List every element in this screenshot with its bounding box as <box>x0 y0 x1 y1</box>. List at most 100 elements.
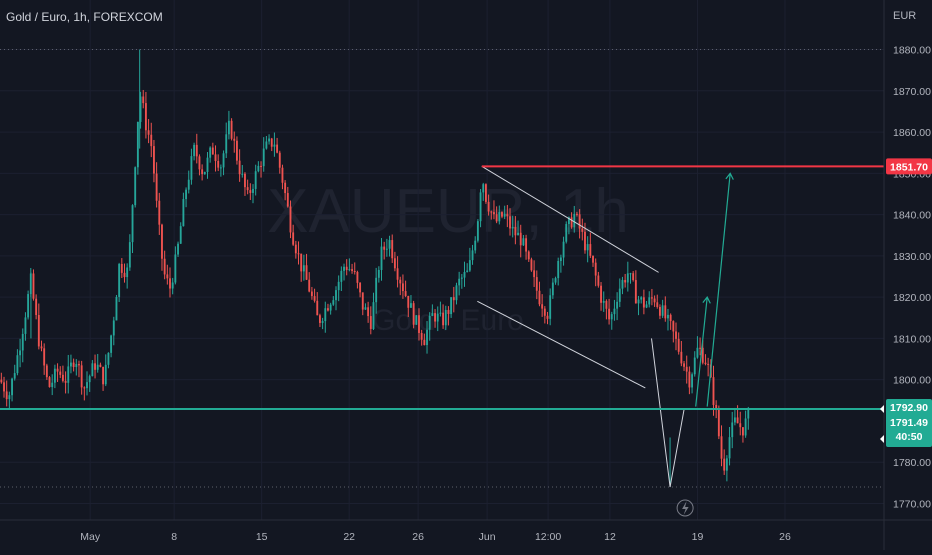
candle <box>664 296 667 322</box>
candle <box>380 238 383 281</box>
candle-body <box>40 346 43 349</box>
candle-body <box>549 295 552 319</box>
candle <box>450 297 453 318</box>
candle <box>340 266 343 291</box>
candle-body <box>380 246 383 270</box>
candle <box>136 121 139 175</box>
candle <box>463 261 466 287</box>
candle-body <box>177 243 179 255</box>
candle <box>351 263 353 274</box>
candle-body <box>747 409 750 419</box>
candle <box>236 136 238 165</box>
candle <box>447 306 450 326</box>
candle <box>712 365 715 416</box>
candle-body <box>222 153 225 168</box>
candle <box>527 250 530 262</box>
candle-body <box>110 335 113 353</box>
candle <box>139 91 142 129</box>
candle-body <box>340 270 343 282</box>
time-tick-label: 8 <box>171 531 177 543</box>
candle-body <box>385 248 388 250</box>
candle-body <box>525 238 528 252</box>
candle <box>356 270 359 289</box>
grid <box>0 0 884 520</box>
candle-body <box>48 377 51 388</box>
candle <box>96 353 99 373</box>
candle <box>102 366 105 391</box>
candle-body <box>155 173 158 201</box>
candle-body <box>169 278 171 289</box>
candle <box>747 406 750 430</box>
candle-body <box>562 241 565 258</box>
currency-label: EUR <box>893 10 917 22</box>
candle <box>24 312 27 341</box>
candle <box>522 234 525 246</box>
candle-body <box>410 303 412 308</box>
candle-body <box>134 167 137 206</box>
resistance-price-tag-bg <box>886 158 932 175</box>
candle <box>343 263 345 281</box>
candle <box>252 184 254 204</box>
price-tick-label: 1770.00 <box>893 498 931 510</box>
candle <box>353 262 356 275</box>
time-tick-label: 12:00 <box>535 531 561 543</box>
candle-body <box>356 272 359 283</box>
candle-body <box>182 199 185 227</box>
candle-body <box>8 395 11 400</box>
candle <box>27 290 30 320</box>
candle <box>284 180 287 201</box>
candle-body <box>514 226 517 236</box>
candle <box>372 292 375 331</box>
candle <box>624 273 627 288</box>
candle-body <box>573 213 576 228</box>
candle <box>642 289 645 315</box>
watermark: XAUEUR, 1h Gold / Euro <box>267 177 629 337</box>
candle-body <box>276 144 279 153</box>
candle-body <box>102 366 105 385</box>
candle <box>535 270 538 300</box>
candle <box>182 192 185 227</box>
candle <box>94 354 96 379</box>
candle <box>517 220 519 236</box>
candle-body <box>401 283 404 292</box>
candle-body <box>59 371 62 375</box>
candle-body <box>509 216 511 229</box>
candle <box>608 298 611 325</box>
candle-body <box>32 273 35 299</box>
candle-body <box>377 269 380 278</box>
candle <box>592 255 594 267</box>
candle <box>104 354 107 387</box>
candle-body <box>214 154 217 161</box>
candle <box>444 305 447 331</box>
candle-body <box>227 120 230 135</box>
candle-body <box>375 277 378 303</box>
channel-lower-line <box>477 300 646 389</box>
candle-body <box>75 363 78 368</box>
candle <box>56 363 59 382</box>
candle-body <box>21 333 24 351</box>
candle-body <box>252 188 254 193</box>
candle <box>294 240 297 259</box>
candle-body <box>335 290 337 301</box>
candle-body <box>650 297 653 299</box>
candle <box>375 267 378 314</box>
candle <box>321 317 324 330</box>
candle-body <box>707 363 710 365</box>
lightning-icon-circle <box>676 499 694 517</box>
candle-body <box>388 240 391 249</box>
candle <box>337 275 340 302</box>
candle <box>693 351 696 377</box>
candle-body <box>725 458 728 471</box>
candle-body <box>626 273 629 283</box>
candle <box>13 364 16 381</box>
candle <box>209 146 212 163</box>
price-tick-label: 1870.00 <box>893 86 931 98</box>
candle <box>388 235 391 257</box>
candle-body <box>581 228 584 232</box>
candle <box>498 205 501 225</box>
candle <box>549 288 552 326</box>
candle-body <box>498 212 501 222</box>
